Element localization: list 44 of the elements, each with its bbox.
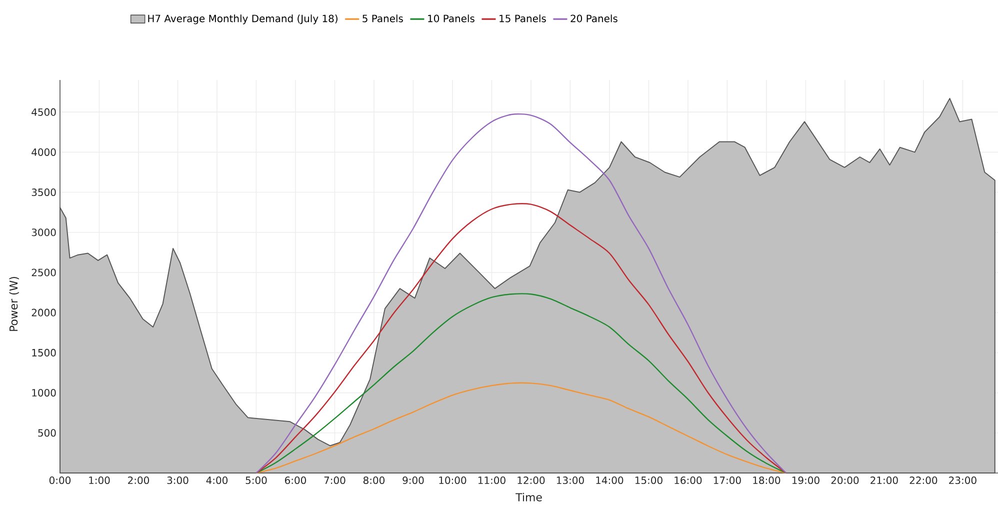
x-tick-label: 15:00 (635, 476, 662, 484)
y-tick-label: 2500 (32, 268, 56, 276)
y-tick-label: 3000 (32, 228, 56, 236)
x-tick-label: 12:00 (518, 476, 545, 484)
y-tick-label: 1000 (32, 389, 56, 397)
y-tick-label: 2000 (32, 308, 56, 316)
legend-label: H7 Average Monthly Demand (July 18) (148, 14, 338, 24)
x-tick-label: 20:00 (831, 476, 859, 484)
legend-label: 10 Panels (428, 14, 474, 22)
x-tick-label: 9:00 (402, 476, 424, 484)
x-tick-label: 22:00 (910, 476, 938, 484)
legend-label: 15 Panels (500, 14, 546, 22)
x-tick-label: 1:00 (89, 476, 110, 484)
x-tick-label: 21:00 (870, 476, 898, 484)
x-tick-label: 18:00 (753, 476, 780, 484)
x-tick-label: 8:00 (363, 476, 385, 484)
x-tick-label: 6:00 (285, 476, 306, 484)
y-tick-label: 4500 (32, 108, 56, 116)
y-tick-label: 3500 (32, 188, 56, 196)
x-axis-title: Time (516, 492, 542, 502)
x-tick-label: 13:00 (556, 476, 584, 484)
x-tick-label: 5:00 (246, 476, 267, 484)
line-series (256, 382, 787, 474)
y-tick-label: 1500 (32, 348, 56, 356)
y-tick-label: 4000 (32, 148, 56, 156)
x-tick-label: 3:00 (167, 476, 188, 484)
x-tick-label: 17:00 (714, 476, 741, 484)
x-tick-label: 10:00 (439, 476, 466, 484)
legend-label: 20 Panels (570, 14, 618, 22)
line-series (256, 203, 787, 474)
x-tick-label: 4:00 (206, 476, 228, 484)
y-axis-title: Power (W) (9, 276, 19, 331)
x-tick-label: 19:00 (792, 476, 820, 484)
x-tick-label: 14:00 (596, 476, 624, 484)
x-tick-label: 11:00 (478, 476, 506, 484)
x-tick-label: 2:00 (128, 476, 150, 484)
x-tick-label: 23:00 (949, 476, 976, 484)
x-tick-label: 0:00 (49, 476, 71, 484)
x-tick-label: 16:00 (674, 476, 702, 484)
line-series (256, 293, 787, 474)
x-tick-label: 7:00 (324, 476, 346, 484)
legend-label: 5 Panels (362, 14, 403, 22)
y-tick-label: 500 (38, 429, 56, 437)
line-series (256, 113, 787, 474)
